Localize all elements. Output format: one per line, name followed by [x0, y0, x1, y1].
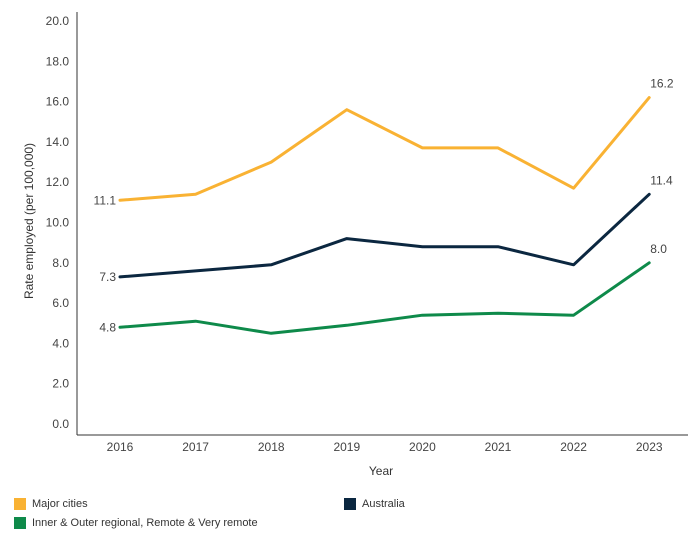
data-label-first: 4.8 — [99, 320, 116, 334]
x-axis-title: Year — [369, 464, 393, 478]
legend-label-australia: Australia — [362, 498, 405, 510]
data-label-last: 8.0 — [650, 242, 667, 256]
data-label-first: 7.3 — [99, 270, 116, 284]
y-tick-label: 14.0 — [46, 135, 70, 149]
y-tick-label: 0.0 — [52, 417, 69, 431]
legend-item-australia: Australia — [344, 498, 405, 510]
data-labels: 11.1 16.2 7.3 11.4 4.8 8.0 — [94, 77, 674, 335]
y-tick-label: 6.0 — [52, 296, 69, 310]
data-label-last: 11.4 — [650, 173, 673, 187]
y-axis-ticks: 0.0 2.0 4.0 6.0 8.0 10.0 12.0 14.0 16.0 18.0 20.0 — [46, 14, 70, 431]
x-tick-label: 2019 — [333, 440, 360, 454]
y-tick-label: 4.0 — [52, 336, 69, 350]
y-tick-label: 16.0 — [46, 95, 70, 109]
x-tick-label: 2016 — [107, 440, 134, 454]
line-chart: 0.02.04.06.08.010.012.014.016.018.020.0 … — [22, 12, 688, 478]
y-axis-title: Rate employed (per 100,000) — [22, 143, 36, 299]
series-line-1 — [118, 192, 651, 279]
legend-label-major-cities: Major cities — [32, 498, 88, 510]
y-tick-label: 18.0 — [46, 54, 70, 68]
x-tick-label: 2017 — [182, 440, 209, 454]
legend-item-regional-remote: Inner & Outer regional, Remote & Very re… — [14, 517, 258, 529]
series-lines — [118, 96, 651, 335]
y-tick-label: 10.0 — [46, 216, 70, 230]
y-tick-label: 12.0 — [46, 175, 70, 189]
data-label-last: 16.2 — [650, 77, 674, 91]
x-axis-ticks: 2016 2017 2018 2019 2020 2021 2022 2023 — [107, 440, 663, 454]
y-tick-label: 8.0 — [52, 256, 69, 270]
y-tick-label: 20.0 — [46, 14, 70, 28]
series-line-2 — [118, 261, 651, 335]
x-tick-label: 2021 — [485, 440, 512, 454]
legend-item-major-cities: Major cities — [14, 498, 88, 510]
x-tick-label: 2018 — [258, 440, 285, 454]
legend-swatch-major-cities — [14, 498, 26, 510]
x-tick-label: 2023 — [636, 440, 663, 454]
legend-swatch-regional-remote — [14, 517, 26, 529]
legend-swatch-australia — [344, 498, 356, 510]
y-tick-label: 2.0 — [52, 377, 69, 391]
legend: Major cities Australia Inner & Outer reg… — [14, 498, 694, 538]
x-tick-label: 2022 — [560, 440, 587, 454]
series-line-0 — [118, 96, 651, 202]
legend-label-regional-remote: Inner & Outer regional, Remote & Very re… — [32, 517, 258, 529]
data-label-first: 11.1 — [94, 193, 117, 207]
x-tick-label: 2020 — [409, 440, 436, 454]
